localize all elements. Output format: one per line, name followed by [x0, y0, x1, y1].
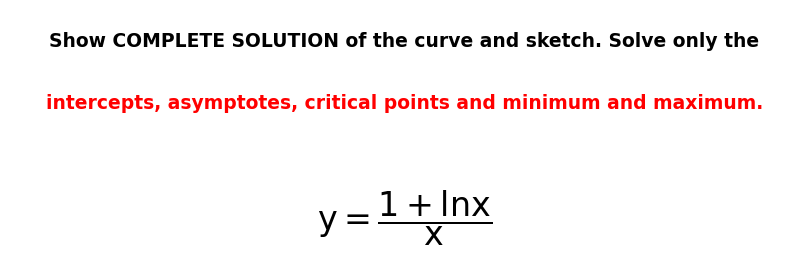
Text: intercepts, asymptotes, critical points and minimum and maximum.: intercepts, asymptotes, critical points …: [46, 94, 763, 113]
Text: Show COMPLETE SOLUTION of the curve and sketch. Solve only the: Show COMPLETE SOLUTION of the curve and …: [49, 32, 760, 51]
Text: $\mathrm{y = \dfrac{1 + lnx}{x}}$: $\mathrm{y = \dfrac{1 + lnx}{x}}$: [317, 188, 492, 248]
